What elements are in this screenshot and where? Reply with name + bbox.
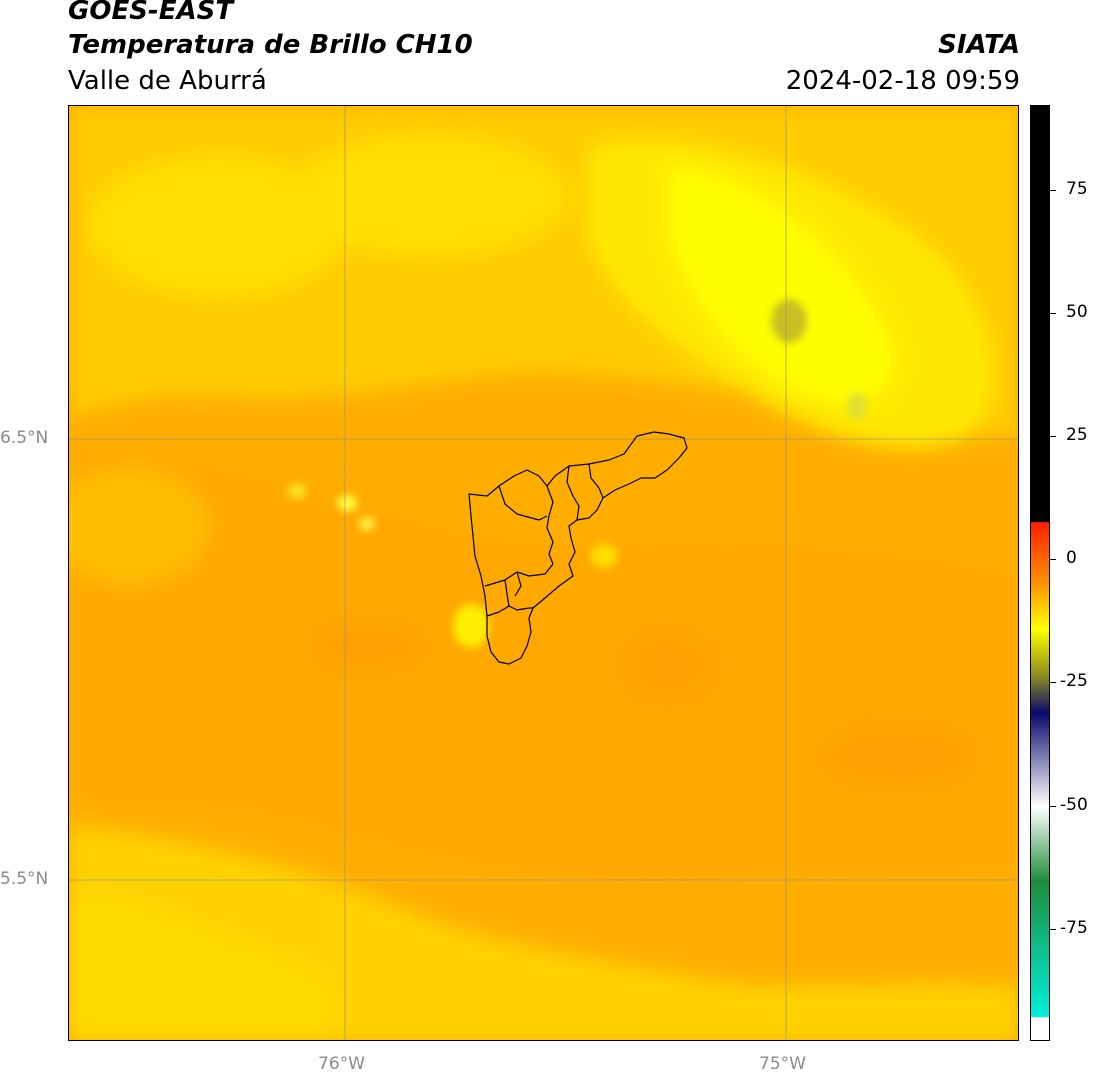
colorbar-label-50: 50: [1066, 302, 1088, 322]
colorbar-label-minus-75: -75: [1060, 918, 1088, 938]
title-line-2: Temperatura de Brillo CH10: [68, 30, 473, 60]
region-label: Valle de Aburrá: [68, 66, 267, 96]
colorbar-label-0: 0: [1066, 548, 1077, 568]
colorbar-tick-50: [1050, 313, 1056, 314]
municipal-line-3: [566, 465, 580, 521]
municipal-line-1: [498, 485, 548, 521]
colorbar-tick-minus-50: [1050, 806, 1056, 807]
colorbar-label-minus-50: -50: [1060, 795, 1088, 815]
municipal-line-8: [514, 571, 522, 597]
municipal-line-7: [486, 605, 510, 617]
valle-de-aburra-boundaries: [468, 431, 688, 665]
timestamp-label: 2024-02-18 09:59: [785, 66, 1020, 96]
colorbar-tick-minus-75: [1050, 929, 1056, 930]
colorbar-tick-75: [1050, 190, 1056, 191]
map-gridlines: [69, 106, 1018, 1040]
map-canvas: [69, 106, 1018, 1040]
title-line-1: GOES-EAST: [68, 0, 234, 26]
municipal-line-2: [546, 485, 554, 565]
temperature-colorbar: [1030, 105, 1050, 1041]
colorbar-tick-25: [1050, 436, 1056, 437]
colorbar-label-minus-25: -25: [1060, 671, 1088, 691]
colorbar-tick-0: [1050, 559, 1056, 560]
colorbar-label-25: 25: [1066, 425, 1088, 445]
longitude-label-76w: 76°W: [318, 1054, 365, 1074]
valley-outline: [468, 431, 688, 665]
warm-spots: [287, 299, 867, 648]
brightness-temperature-map: [68, 105, 1019, 1041]
latitude-label-5-5n: 5.5°N: [0, 869, 49, 889]
temperature-field-shading: [69, 106, 1018, 1040]
municipal-line-5: [484, 563, 554, 587]
colorbar-label-75: 75: [1066, 179, 1088, 199]
latitude-label-6-5n: 6.5°N: [0, 428, 49, 448]
colorbar-tick-minus-25: [1050, 682, 1056, 683]
longitude-label-75w: 75°W: [759, 1054, 806, 1074]
municipal-line-4: [588, 463, 604, 499]
brand-label: SIATA: [938, 30, 1020, 60]
municipal-line-6: [504, 579, 533, 611]
